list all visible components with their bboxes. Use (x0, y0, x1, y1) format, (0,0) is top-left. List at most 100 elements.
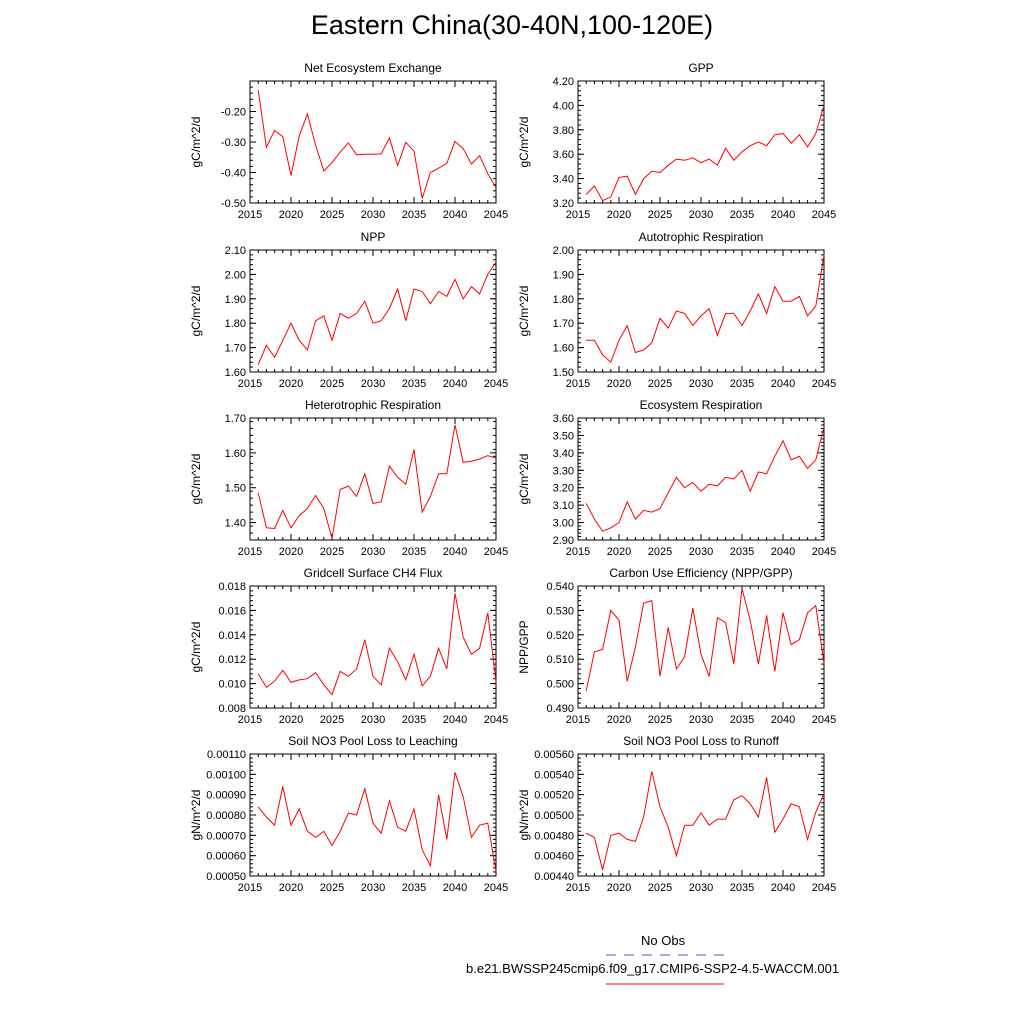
y-tick-label: 0.016 (218, 605, 246, 617)
chart-panel: Soil NO3 Pool Loss to Runoff gN/m^2/d 2015… (517, 734, 836, 894)
x-tick-label: 2030 (689, 714, 713, 726)
x-tick-label: 2025 (320, 882, 344, 894)
x-tick-label: 2035 (402, 714, 426, 726)
y-tick-label: 0.00050 (206, 871, 246, 883)
x-tick-label: 2030 (689, 378, 713, 390)
y-tick-label: 0.520 (546, 630, 574, 642)
x-tick-label: 2015 (566, 378, 590, 390)
panel-title: Ecosystem Respiration (640, 398, 763, 412)
x-tick-label: 2020 (607, 546, 631, 558)
x-tick-label: 2045 (484, 546, 508, 558)
chart-panel: Net Ecosystem Exchange gC/m^2/d 2015 2020 20… (189, 61, 508, 221)
x-tick-label: 2025 (320, 209, 344, 221)
y-tick-label: 3.00 (553, 518, 574, 530)
y-tick-label: 0.00100 (206, 769, 246, 781)
plot-frame (249, 417, 497, 541)
x-tick-label: 2035 (730, 882, 754, 894)
y-tick-label: 3.50 (553, 430, 574, 442)
panel-title: Gridcell Surface CH4 Flux (304, 566, 443, 580)
x-tick-label: 2035 (402, 882, 426, 894)
x-tick-label: 2025 (648, 714, 672, 726)
series-line (586, 254, 825, 364)
series-line (257, 261, 497, 365)
x-tick-label: 2030 (361, 882, 385, 894)
y-tick-label: 3.20 (553, 198, 574, 210)
y-tick-label: 1.90 (225, 294, 246, 306)
y-tick-label: -0.30 (221, 137, 246, 149)
x-tick-label: 2020 (279, 882, 303, 894)
x-tick-label: 2030 (361, 378, 385, 390)
x-tick-label: 2020 (279, 714, 303, 726)
y-tick-label: 0.008 (218, 703, 246, 715)
y-tick-label: 1.90 (553, 269, 574, 281)
x-tick-label: 2045 (812, 714, 836, 726)
y-tick-label: 1.60 (553, 343, 574, 355)
y-tick-label: 1.70 (553, 318, 574, 330)
x-tick-label: 2040 (771, 209, 795, 221)
x-tick-label: 2040 (771, 882, 795, 894)
y-tick-label: 2.00 (553, 245, 574, 257)
y-tick-label: 0.490 (546, 703, 574, 715)
y-tick-label: 3.10 (553, 500, 574, 512)
x-tick-label: 2045 (484, 882, 508, 894)
x-tick-label: 2015 (238, 378, 262, 390)
y-axis-label: gC/m^2/d (189, 454, 203, 505)
series-line (585, 588, 825, 692)
x-tick-label: 2030 (689, 209, 713, 221)
y-tick-label: 1.80 (225, 318, 246, 330)
series-line (257, 772, 497, 872)
y-tick-label: 0.00460 (534, 851, 574, 863)
chart-panel: Ecosystem Respiration gC/m^2/d 2015 2020 202… (517, 398, 836, 558)
plot-frame (577, 417, 825, 541)
y-tick-label: 3.60 (553, 413, 574, 425)
x-tick-label: 2020 (279, 378, 303, 390)
y-tick-label: 0.00440 (534, 871, 574, 883)
x-tick-label: 2015 (566, 882, 590, 894)
x-tick-label: 2045 (812, 882, 836, 894)
x-tick-label: 2040 (443, 546, 467, 558)
y-axis-label: NPP/GPP (517, 620, 531, 673)
y-axis-label: gC/m^2/d (517, 117, 531, 168)
x-tick-label: 2015 (566, 546, 590, 558)
plot-frame (249, 753, 497, 877)
plot-frame (577, 753, 825, 877)
x-tick-label: 2015 (238, 882, 262, 894)
y-tick-label: 0.012 (218, 654, 246, 666)
chart-panel: Gridcell Surface CH4 Flux gC/m^2/d 2015 202… (189, 566, 508, 726)
x-tick-label: 2040 (443, 714, 467, 726)
y-tick-label: 1.40 (225, 518, 246, 530)
x-tick-label: 2025 (320, 378, 344, 390)
x-tick-label: 2020 (279, 546, 303, 558)
x-tick-label: 2035 (730, 714, 754, 726)
y-axis-label: gC/m^2/d (189, 622, 203, 673)
panel-title: Carbon Use Efficiency (NPP/GPP) (609, 566, 792, 580)
y-tick-label: 2.90 (553, 535, 574, 547)
chart-panel: GPP gC/m^2/d 2015 2020 2025 2030 2035 2040 2045 3… (517, 61, 836, 221)
y-tick-label: 1.70 (225, 413, 246, 425)
y-tick-label: 3.20 (553, 483, 574, 495)
x-tick-label: 2030 (361, 714, 385, 726)
panel-title: Autotrophic Respiration (639, 230, 764, 244)
chart-panel: Heterotrophic Respiration gC/m^2/d 2015 202… (189, 398, 508, 558)
x-tick-label: 2025 (320, 546, 344, 558)
panel-title: NPP (361, 230, 386, 244)
x-tick-label: 2015 (566, 209, 590, 221)
y-axis-label: gC/m^2/d (517, 454, 531, 505)
y-tick-label: 0.010 (218, 679, 246, 691)
y-tick-label: 0.00520 (534, 790, 574, 802)
x-tick-label: 2035 (730, 209, 754, 221)
x-tick-label: 2045 (812, 546, 836, 558)
plot-frame (577, 80, 825, 204)
y-tick-label: 0.00060 (206, 851, 246, 863)
x-tick-label: 2030 (361, 546, 385, 558)
y-tick-label: 0.00560 (534, 749, 574, 761)
y-tick-label: -0.50 (221, 198, 246, 210)
x-tick-label: 2015 (566, 714, 590, 726)
y-tick-label: 1.50 (225, 483, 246, 495)
plot-frame (249, 585, 497, 709)
y-tick-label: 3.60 (553, 149, 574, 161)
x-tick-label: 2045 (484, 378, 508, 390)
x-tick-label: 2015 (238, 209, 262, 221)
y-tick-label: 2.10 (225, 245, 246, 257)
panel-title: Soil NO3 Pool Loss to Runoff (623, 734, 780, 748)
